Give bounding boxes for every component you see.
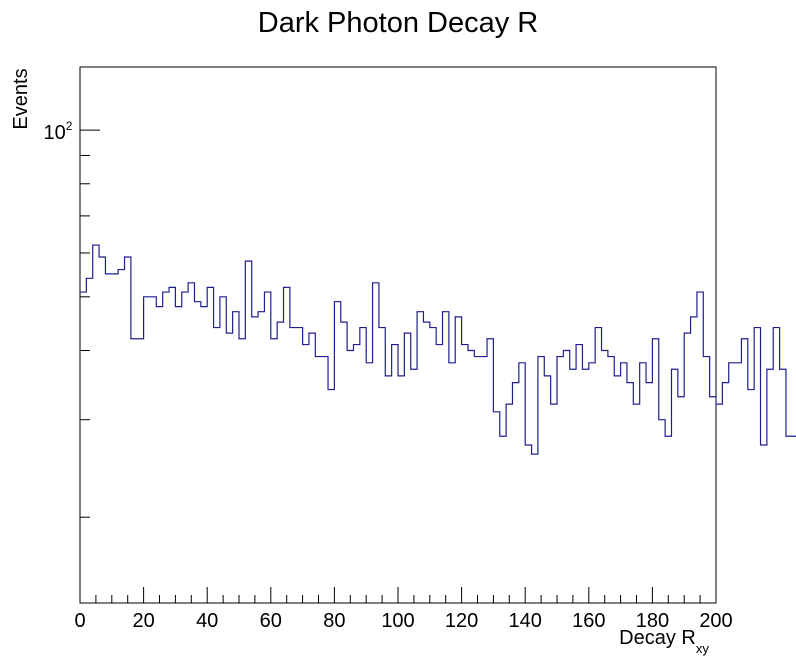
x-tick-label: 160 (572, 610, 605, 632)
x-axis-label-subscript: xy (696, 641, 710, 656)
x-tick-label: 200 (699, 610, 732, 632)
y-axis-ticks (80, 129, 100, 518)
x-tick-label: 80 (323, 610, 345, 632)
y-tick-label-100: 102 (44, 119, 73, 144)
x-tick-label: 180 (636, 610, 669, 632)
x-tick-label: 100 (381, 610, 414, 632)
x-axis-title: Decay Rxy (619, 627, 709, 656)
x-axis-label: Decay R (619, 627, 696, 649)
x-axis-ticks (79, 587, 717, 603)
x-tick-label: 20 (132, 610, 154, 632)
histogram-series-line (80, 244, 796, 455)
x-tick-label: 140 (509, 610, 542, 632)
y-tick-label-exponent: 2 (66, 119, 73, 133)
x-tick-label: 40 (196, 610, 218, 632)
x-tick-label: 0 (74, 610, 85, 632)
x-axis-tick-labels: 0 20 40 60 80 100 120 140 160 180 200 (74, 610, 732, 632)
chart-title: Dark Photon Decay R (258, 7, 538, 39)
y-axis-title: Events (10, 68, 32, 129)
x-tick-label: 60 (260, 610, 282, 632)
x-tick-label: 120 (445, 610, 478, 632)
y-tick-label-base: 10 (44, 122, 66, 144)
plot-frame (79, 66, 717, 604)
